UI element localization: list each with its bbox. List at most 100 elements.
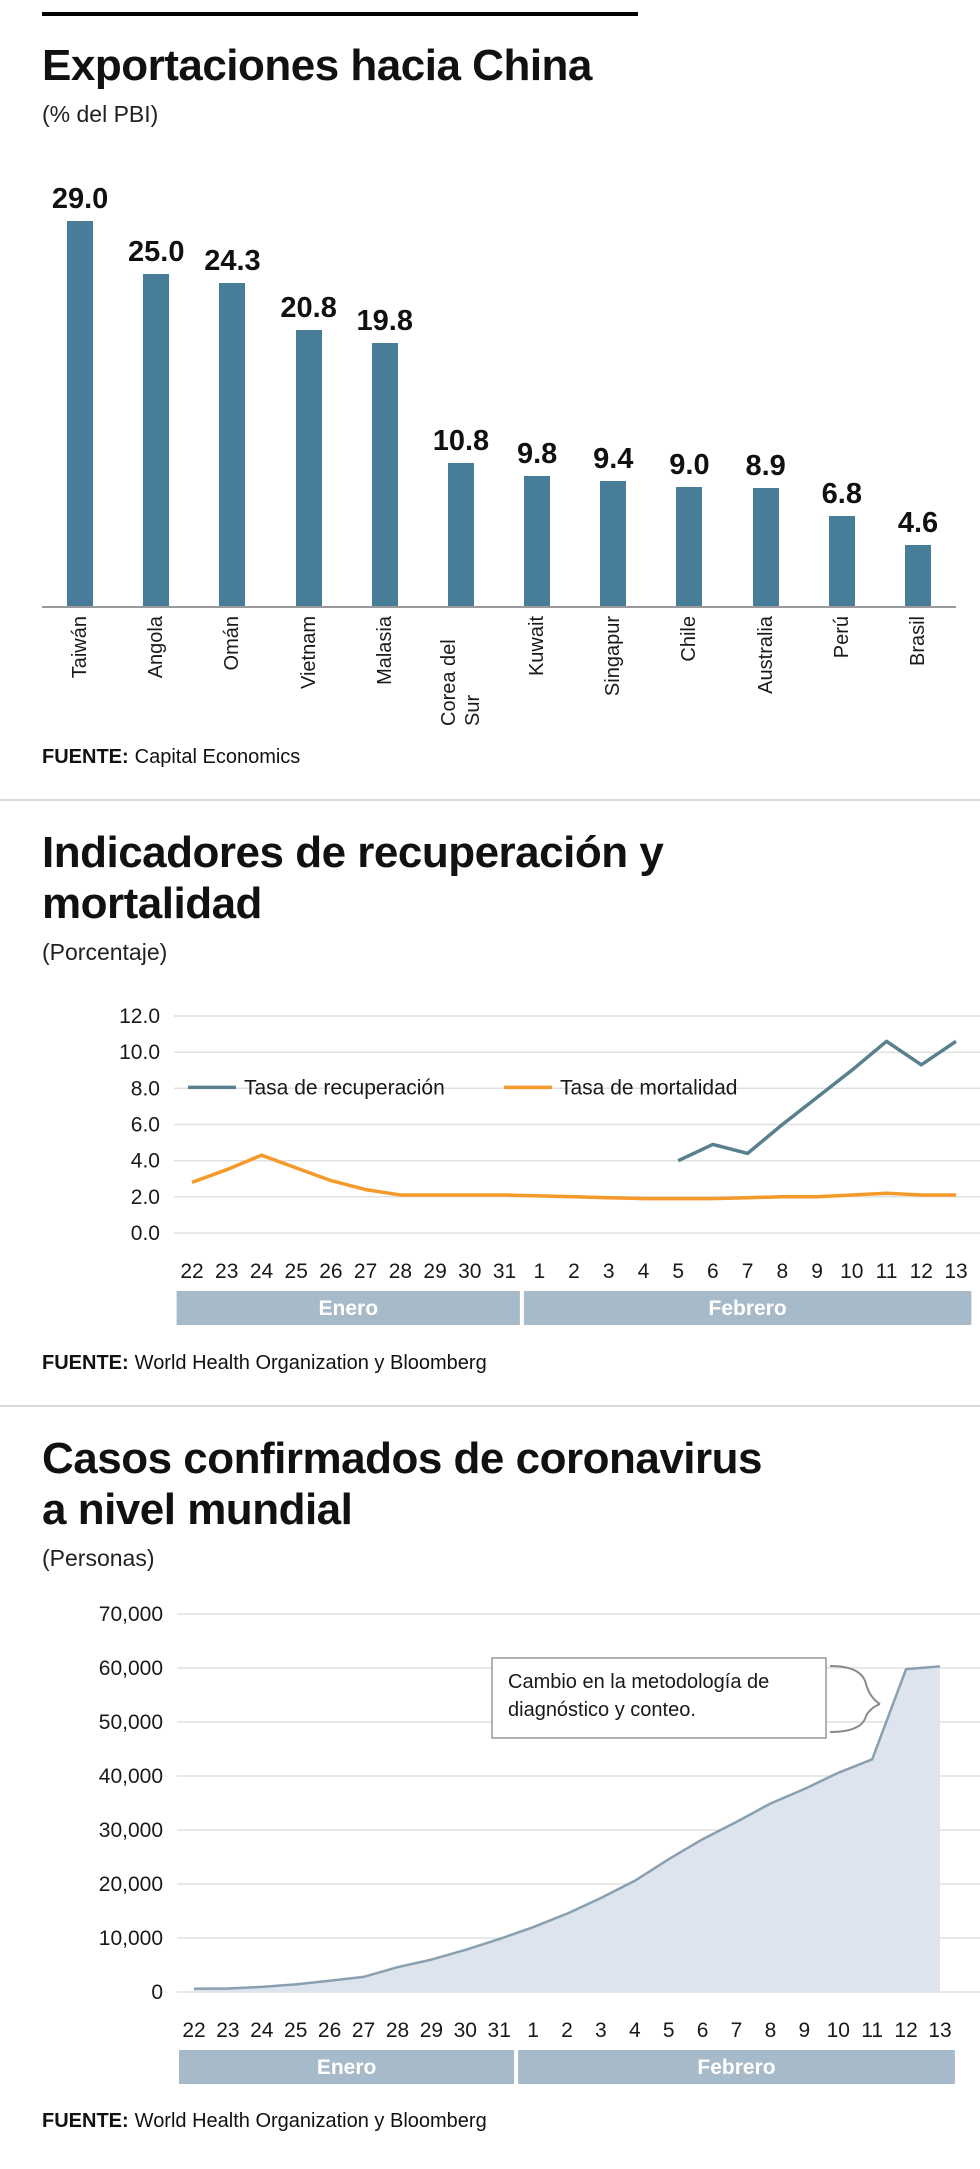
- y-tick-label: 10,000: [99, 1927, 163, 1950]
- x-tick-label: 28: [386, 2019, 409, 2042]
- x-tick-label: 13: [944, 1260, 967, 1283]
- y-tick-label: 0: [151, 1981, 163, 2004]
- x-tick-labels: 22 23 24 25 26 27 28 29 30 31 1 2 3 4 5 6 7 8 9 10 11 12 13: [182, 2019, 951, 2042]
- data-lines: [191, 1039, 957, 1201]
- source-text: World Health Organization y Bloomberg: [134, 2110, 487, 2133]
- chart-subtitle-indicadores: (Porcentaje): [42, 939, 168, 966]
- bar-column: 6.8: [804, 478, 880, 607]
- bar-category-cell: Malasia: [347, 608, 423, 730]
- y-tick-label: 8.0: [131, 1077, 160, 1100]
- bar-column: 9.4: [575, 443, 651, 607]
- legend-label-recuperacion: Tasa de recuperación: [244, 1076, 445, 1099]
- bar-column: 10.8: [423, 425, 499, 607]
- bar-category-cell: Kuwait: [499, 608, 575, 730]
- x-tick-label: 4: [629, 2019, 641, 2042]
- month-band-label: Febrero: [697, 2056, 775, 2079]
- x-tick-label: 2: [561, 2019, 573, 2042]
- bar-value-label: 20.8: [280, 292, 337, 325]
- bar-category-cell: Taiwán: [42, 608, 118, 730]
- chart-title-exportaciones: Exportaciones hacia China: [42, 41, 592, 90]
- x-tick-label: 2: [568, 1260, 580, 1283]
- bar-column: 9.8: [499, 438, 575, 607]
- line-chart: 12.0 10.0 8.0 6.0 4.0 2.0 0.0 22 23 24 25 26 27 28 29 3…: [42, 988, 980, 1336]
- section-divider: [0, 799, 980, 802]
- legend: Tasa de recuperación Tasa de mortalidad: [188, 1076, 737, 1099]
- x-tick-label: 11: [876, 1260, 898, 1283]
- bar-category-label: Chile: [678, 616, 701, 662]
- line-chart-svg: 12.010.08.06.04.02.00.022 23 24 25 26 27 28 29 3…: [119, 1005, 980, 1326]
- annotation-callout: Cambio en la metodología de diagnóstico y…: [491, 1657, 881, 1739]
- bar-category-label: Taiwán: [69, 616, 92, 679]
- area-line: [193, 1665, 941, 1991]
- area-chart: 70,000 60,000 50,000 40,000 30,000 20,000 10,0…: [42, 1594, 980, 2094]
- bar-value-label: 9.8: [516, 438, 558, 471]
- x-tick-label: 31: [488, 2019, 511, 2042]
- x-tick-label: 6: [707, 1260, 719, 1283]
- y-tick-label: 70,000: [99, 1603, 163, 1626]
- x-tick-label: 4: [638, 1260, 650, 1283]
- bar: [904, 545, 931, 607]
- bar-column: 8.9: [728, 450, 804, 607]
- bar-category-cell: Vietnam: [271, 608, 347, 730]
- x-tick-label: 22: [180, 1260, 203, 1283]
- x-tick-label: 3: [595, 2019, 607, 2042]
- x-tick-label: 7: [742, 1260, 754, 1283]
- bar-column: 25.0: [118, 236, 194, 607]
- bar-category-label: Singapur: [602, 616, 625, 697]
- x-tick-label: 7: [731, 2019, 743, 2042]
- x-tick-label: 26: [319, 1260, 342, 1283]
- bar: [447, 463, 474, 607]
- y-tick-label: 60,000: [99, 1657, 163, 1680]
- bar-value-label: 6.8: [821, 478, 862, 511]
- x-tick-label: 22: [182, 2019, 205, 2042]
- bar-category-cell: Corea del Sur: [423, 608, 499, 730]
- x-tick-label: 24: [250, 1260, 274, 1283]
- legend-label-mortalidad: Tasa de mortalidad: [560, 1076, 737, 1099]
- y-tick-label: 40,000: [99, 1765, 163, 1788]
- bar: [524, 476, 551, 607]
- bar-category-label: Corea del Sur: [437, 639, 484, 727]
- bar: [600, 481, 627, 607]
- annotation-text-line-1: Cambio en la metodología de: [508, 1671, 769, 1693]
- source-line: FUENTE: World Health Organization y Bloom…: [42, 2110, 956, 2133]
- annotation-bracket: [829, 1665, 881, 1734]
- bar-chart-category-labels: Taiwán Angola Omán Vietnam Malasia Corea del …: [42, 608, 956, 730]
- bar-column: 4.6: [880, 507, 956, 607]
- bar-chart-bars: 29.0 25.0 24.3 20.8 19.8 10.8 9.8 9.4 9.0 8.9 6.8 4…: [42, 176, 956, 609]
- x-tick-label: 5: [672, 1260, 684, 1283]
- bar-column: 9.0: [651, 449, 727, 607]
- source-label: FUENTE:: [42, 1352, 129, 1375]
- month-band-label: Febrero: [709, 1297, 787, 1320]
- x-tick-label: 12: [910, 1260, 933, 1283]
- x-tick-label: 27: [354, 1260, 377, 1283]
- bar-category-label: Brasil: [906, 616, 929, 667]
- bar-category-label: Malasia: [373, 616, 396, 685]
- chart-title-indicadores: Indicadores de recuperación y mortalidad: [42, 827, 956, 929]
- source-label: FUENTE:: [42, 746, 129, 769]
- top-rule: [42, 12, 638, 16]
- x-tick-label: 23: [215, 1260, 238, 1283]
- bar-category-cell: Perú: [804, 608, 880, 730]
- bar-category-label: Australia: [754, 616, 777, 694]
- bar-value-label: 10.8: [432, 425, 490, 458]
- y-tick-label: 4.0: [131, 1150, 160, 1173]
- bar-value-label: 9.0: [669, 449, 710, 482]
- x-tick-label: 25: [285, 1260, 308, 1283]
- bar: [371, 343, 398, 607]
- section-divider: [0, 1405, 980, 1408]
- x-tick-label: 24: [250, 2019, 274, 2042]
- bar-category-label: Vietnam: [297, 616, 320, 690]
- source-text: World Health Organization y Bloomberg: [134, 1352, 487, 1375]
- title-line-2: mortalidad: [42, 879, 262, 929]
- bar-column: 19.8: [347, 305, 423, 607]
- bar-column: 24.3: [194, 245, 270, 607]
- x-tick-label: 1: [533, 1260, 545, 1283]
- y-tick-label: 30,000: [99, 1819, 163, 1842]
- x-tick-label: 10: [827, 2019, 850, 2042]
- month-band: [176, 1291, 520, 1326]
- y-tick-label: 0.0: [131, 1222, 160, 1245]
- month-band: [523, 1291, 972, 1326]
- y-tick-label: 20,000: [99, 1873, 163, 1896]
- section-indicadores: Indicadores de recuperación y mortalidad …: [0, 827, 980, 1375]
- month-band: [179, 2050, 515, 2085]
